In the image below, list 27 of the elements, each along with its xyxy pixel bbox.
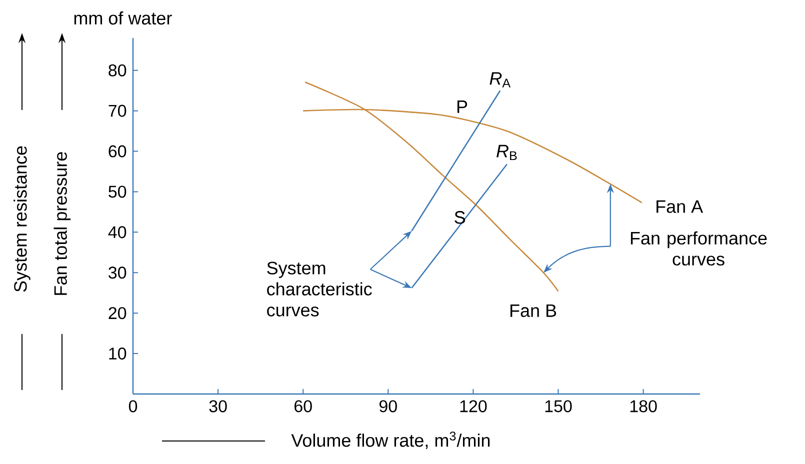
x-tick-label: 60 [294,400,312,412]
x-axis-title: Volume flow rate, m$^{3}$/min [291,432,490,449]
y-tick-label: 10 [109,348,126,360]
y-axis-title: Fan total pressure [54,152,71,295]
x-tick-label: 120 [460,400,487,412]
annotation: Fan B [510,304,556,318]
annotation: Fan A [656,200,704,213]
y-tick-label: 40 [108,226,126,238]
x-tick-label: 90 [380,400,397,412]
annotation: R$_{A}$ [490,72,511,88]
annotation: R$_{B}$ [496,144,517,160]
annotation: System characteristic curves [267,262,372,316]
annotation: Fan performance curves [630,231,767,266]
x-tick-label: 150 [545,400,572,412]
text: System resistance [14,146,30,292]
x-tick-label: 30 [209,400,227,412]
y-tick-label: 70 [108,104,126,117]
annotation: P [457,100,468,113]
x-tick-label: 180 [630,400,657,412]
y-tick-label: 80 [108,64,126,76]
y-tick-label: 60 [108,145,126,158]
annotation: S [454,211,466,224]
text: mm of water [74,11,172,25]
y-tick-label: 30 [108,266,126,279]
x-tick-label: 0 [128,400,138,412]
y-tick-label: 50 [108,186,126,198]
y-tick-label: 20 [108,307,126,320]
